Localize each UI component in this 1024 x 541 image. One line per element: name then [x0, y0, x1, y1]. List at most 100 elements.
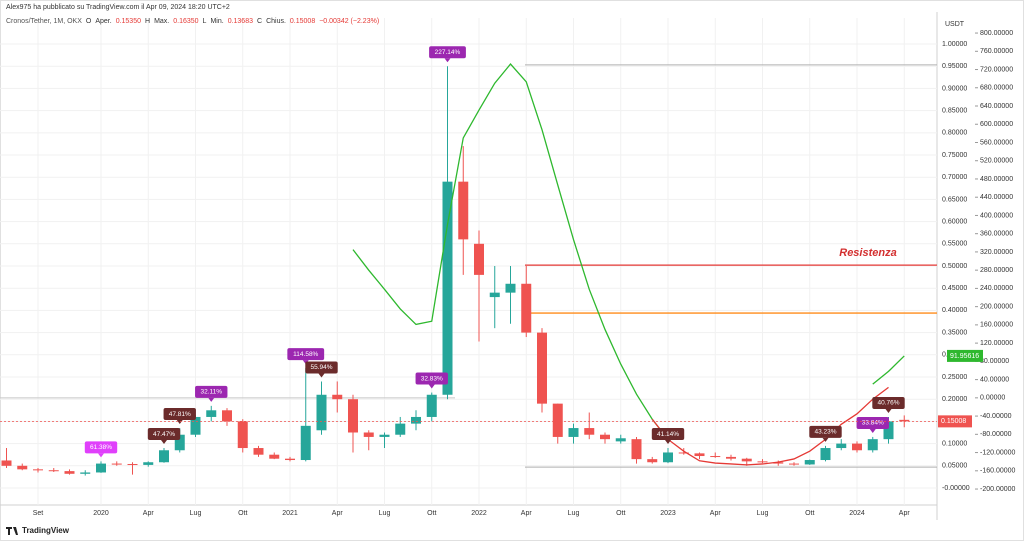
y-tick-label: 0.05000 — [942, 463, 967, 470]
y2-tick-label: 760.00000 — [980, 48, 1013, 55]
indicator-line — [651, 386, 889, 466]
y2-tick-label: 0.00000 — [980, 395, 1005, 402]
y-tick-label: 0.50000 — [942, 263, 967, 270]
y2-tick-label: 200.00000 — [980, 303, 1013, 310]
x-tick-label: Apr — [521, 510, 533, 517]
brand: TradingView — [22, 526, 70, 535]
y-tick-label: 0.80000 — [942, 130, 967, 137]
y-tick-label: 0.20000 — [942, 396, 967, 403]
y-tick-label: 0.45000 — [942, 285, 967, 292]
y-tick-label: 0.90000 — [942, 85, 967, 92]
y-tick-label: 0.10000 — [942, 440, 967, 447]
y-tick-label: 0.40000 — [942, 307, 967, 314]
ohlc-legend: Cronos/Tether, 1M, OKX O Aper. 0.15350 H Max… — [6, 18, 379, 25]
change-label: 41.14% — [657, 431, 679, 438]
candle-body — [789, 463, 799, 465]
y-tick-label: -0.00000 — [942, 485, 970, 492]
change-label: 61.38% — [90, 444, 112, 451]
y2-tick-label: 320.00000 — [980, 249, 1013, 256]
change-label-pointer — [176, 420, 183, 425]
change-label-pointer — [98, 453, 104, 458]
legend-value: 0.15350 — [115, 18, 141, 25]
candle-body — [222, 410, 232, 422]
candle-body — [537, 332, 547, 404]
brand-logo — [6, 527, 18, 535]
y2-tick-label: 360.00000 — [980, 231, 1013, 238]
candle-body — [631, 439, 642, 460]
y2-tick-label: 280.00000 — [980, 267, 1013, 274]
candle-body — [300, 425, 311, 461]
indicator-badge-box — [947, 349, 983, 362]
x-tick-label: Apr — [710, 510, 722, 517]
change-label: 43.23% — [814, 429, 836, 436]
change-label-box — [287, 348, 325, 361]
candle-body — [48, 470, 59, 472]
x-tick-label: Ott — [616, 510, 625, 517]
change-label-box — [809, 425, 842, 438]
candle-body — [80, 472, 91, 474]
x-tick-label: 2022 — [471, 510, 487, 517]
change-label: 114.58% — [293, 351, 318, 358]
x-tick-label: Apr — [899, 510, 911, 517]
legend-key: C — [257, 18, 263, 25]
y-tick-label: 0.35000 — [942, 329, 967, 336]
candle-body — [883, 421, 894, 440]
legend-key: O — [85, 18, 92, 25]
change-label: 33.84% — [862, 420, 884, 427]
y2-tick-label: 80.00000 — [980, 358, 1009, 365]
change-label-box — [147, 428, 181, 441]
candle-body — [190, 416, 201, 435]
change-label: 40.76% — [877, 400, 899, 407]
candle-body — [253, 448, 264, 455]
candle-body — [647, 459, 658, 463]
y2-tick-label: 400.00000 — [980, 212, 1013, 219]
candle-body — [33, 469, 43, 471]
x-tick-label: Apr — [332, 510, 344, 517]
candle-body — [17, 465, 28, 470]
legend-value: 0.15008 — [289, 18, 316, 25]
currency: USDT — [945, 21, 965, 28]
candle-body — [600, 434, 610, 440]
candle-body — [143, 462, 154, 465]
legend-value: 0.13683 — [227, 18, 253, 25]
change-label-pointer — [869, 428, 876, 433]
y2-tick-label: 480.00000 — [980, 176, 1013, 183]
y-tick-label: 0.85000 — [942, 107, 967, 114]
change-label-pointer — [885, 408, 892, 413]
y2-tick-label: 40.00000 — [980, 376, 1009, 383]
y2-tick-label: -200.00000 — [980, 486, 1016, 493]
y-tick-label: 0.60000 — [942, 218, 967, 225]
candle-body — [773, 462, 784, 464]
candle-body — [332, 394, 343, 400]
y2-tick-label: 120.00000 — [980, 340, 1013, 347]
symbol: Cronos/Tether, 1M, OKX — [6, 18, 82, 25]
publisher: Alex975 ha pubblicato su TradingView.com… — [6, 4, 230, 11]
change-label-box — [195, 385, 228, 398]
y2-tick-label: 560.00000 — [980, 139, 1013, 146]
y-tick-label: 0.65000 — [942, 196, 967, 203]
change-label-box — [856, 416, 889, 429]
change-label-box — [84, 441, 118, 454]
y2-tick-label: 680.00000 — [980, 85, 1013, 92]
candle-body — [694, 453, 705, 457]
x-tick-label: 2023 — [660, 510, 676, 517]
x-tick-label: Apr — [143, 510, 155, 517]
candle-body — [505, 283, 516, 293]
x-tick-label: Lug — [568, 510, 580, 517]
candle-body — [316, 394, 327, 431]
candle-body — [442, 181, 453, 395]
candle-body — [568, 428, 579, 437]
candle-body — [552, 403, 563, 437]
candle-body — [379, 434, 390, 437]
legend-label: Min. — [210, 18, 224, 25]
annotation: Resistenza — [839, 247, 896, 259]
change-label-pointer — [444, 58, 451, 63]
y-tick-label: 0.55000 — [942, 241, 967, 248]
candle-body — [820, 448, 831, 461]
x-tick-label: Lug — [757, 510, 769, 517]
x-tick-label: 2021 — [282, 510, 298, 517]
candle-body — [363, 432, 374, 437]
x-tick-label: 2020 — [93, 510, 109, 517]
